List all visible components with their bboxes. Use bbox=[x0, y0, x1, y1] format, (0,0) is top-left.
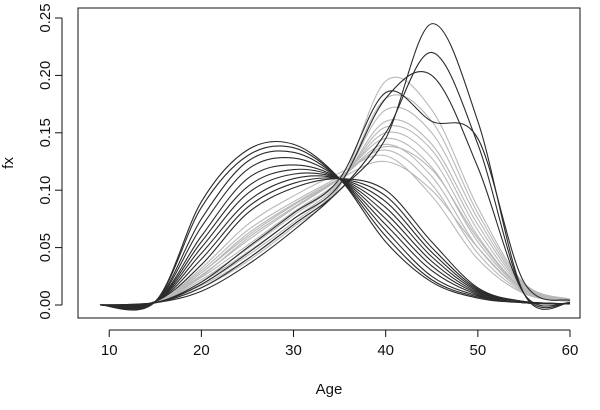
series-line-24 bbox=[99, 71, 571, 307]
y-tick-label: 0.15 bbox=[37, 118, 54, 147]
series-lines bbox=[99, 23, 571, 311]
series-line-11 bbox=[99, 154, 571, 307]
x-tick-label: 50 bbox=[469, 342, 486, 359]
y-tick-label: 0.00 bbox=[37, 290, 54, 319]
x-tick-label: 40 bbox=[377, 342, 394, 359]
y-tick-label: 0.25 bbox=[37, 3, 54, 32]
x-tick-label: 10 bbox=[101, 342, 118, 359]
y-tick-label: 0.10 bbox=[37, 176, 54, 205]
series-line-19 bbox=[99, 94, 571, 306]
x-axis-label: Age bbox=[316, 381, 343, 398]
x-tick-label: 30 bbox=[285, 342, 302, 359]
x-tick-label: 60 bbox=[562, 342, 579, 359]
plot-frame bbox=[77, 7, 581, 319]
series-line-12 bbox=[99, 149, 571, 307]
series-line-23 bbox=[99, 90, 571, 306]
series-line-21 bbox=[99, 160, 571, 307]
series-line-26 bbox=[99, 23, 571, 310]
y-axis: 0.00 0.05 0.10 0.15 0.20 0.25 bbox=[37, 3, 63, 320]
y-axis-label: fx bbox=[0, 157, 17, 169]
y-tick-label: 0.20 bbox=[37, 61, 54, 90]
y-tick-label: 0.05 bbox=[37, 233, 54, 262]
series-line-25 bbox=[99, 51, 571, 309]
series-line-22 bbox=[99, 145, 571, 307]
x-tick-label: 20 bbox=[193, 342, 210, 359]
x-axis: 10 20 30 40 50 60 bbox=[101, 329, 579, 359]
